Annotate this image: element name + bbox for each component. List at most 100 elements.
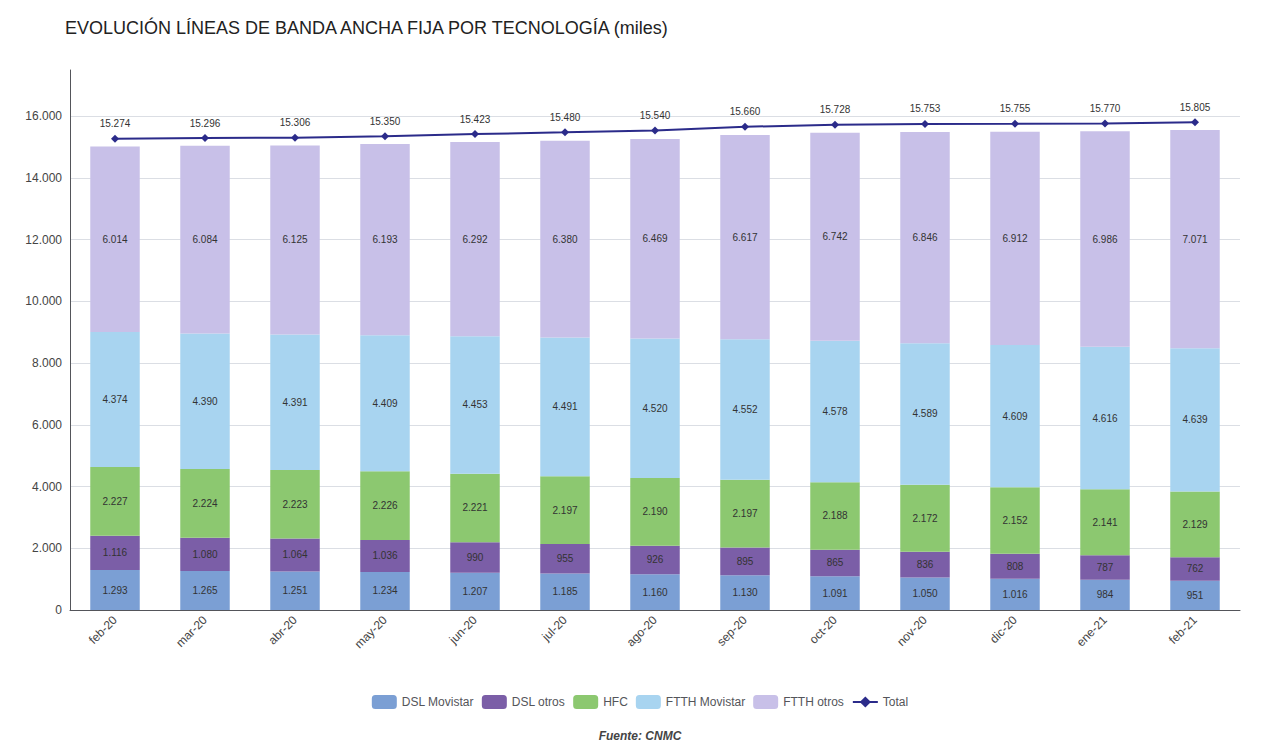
svg-text:6.193: 6.193	[372, 234, 397, 245]
svg-text:2.223: 2.223	[282, 499, 307, 510]
svg-text:15.306: 15.306	[280, 117, 311, 128]
svg-text:2.224: 2.224	[192, 498, 217, 509]
svg-text:sep-20: sep-20	[714, 613, 750, 649]
svg-text:15.350: 15.350	[370, 116, 401, 127]
svg-text:4.552: 4.552	[732, 404, 757, 415]
svg-text:EVOLUCIÓN LÍNEAS DE BANDA ANCH: EVOLUCIÓN LÍNEAS DE BANDA ANCHA FIJA POR…	[65, 17, 668, 38]
svg-text:4.491: 4.491	[552, 401, 577, 412]
svg-text:1.251: 1.251	[282, 585, 307, 596]
svg-text:jun-20: jun-20	[446, 613, 480, 647]
svg-text:8.000: 8.000	[32, 356, 62, 370]
svg-text:1.036: 1.036	[372, 550, 397, 561]
svg-text:2.226: 2.226	[372, 500, 397, 511]
svg-text:4.374: 4.374	[102, 394, 127, 405]
svg-text:mar-20: mar-20	[173, 613, 210, 650]
svg-text:4.453: 4.453	[462, 399, 487, 410]
svg-text:ene-21: ene-21	[1074, 613, 1111, 650]
svg-text:DSL otros: DSL otros	[512, 695, 565, 709]
svg-text:2.141: 2.141	[1092, 517, 1117, 528]
svg-text:1.080: 1.080	[192, 549, 217, 560]
svg-text:feb-20: feb-20	[86, 613, 120, 647]
svg-text:HFC: HFC	[603, 695, 628, 709]
svg-text:6.084: 6.084	[192, 234, 217, 245]
svg-text:15.480: 15.480	[550, 112, 581, 123]
svg-text:836: 836	[917, 559, 934, 570]
svg-text:1.130: 1.130	[732, 587, 757, 598]
svg-text:15.753: 15.753	[910, 103, 941, 114]
svg-text:2.197: 2.197	[732, 508, 757, 519]
svg-text:4.578: 4.578	[822, 406, 847, 417]
svg-text:4.390: 4.390	[192, 396, 217, 407]
svg-text:15.755: 15.755	[1000, 103, 1031, 114]
svg-text:6.380: 6.380	[552, 234, 577, 245]
svg-text:4.520: 4.520	[642, 403, 667, 414]
svg-text:984: 984	[1097, 589, 1114, 600]
svg-text:0: 0	[55, 603, 62, 617]
svg-text:14.000: 14.000	[25, 171, 62, 185]
svg-text:4.639: 4.639	[1182, 414, 1207, 425]
svg-text:1.265: 1.265	[192, 585, 217, 596]
svg-text:10.000: 10.000	[25, 294, 62, 308]
svg-text:951: 951	[1187, 590, 1204, 601]
svg-text:808: 808	[1007, 561, 1024, 572]
svg-text:1.091: 1.091	[822, 588, 847, 599]
svg-text:4.589: 4.589	[912, 408, 937, 419]
svg-text:1.064: 1.064	[282, 549, 307, 560]
svg-text:6.125: 6.125	[282, 234, 307, 245]
svg-text:4.000: 4.000	[32, 480, 62, 494]
svg-text:15.540: 15.540	[640, 110, 671, 121]
svg-text:15.274: 15.274	[100, 118, 131, 129]
svg-text:1.293: 1.293	[102, 585, 127, 596]
svg-text:2.172: 2.172	[912, 513, 937, 524]
svg-text:DSL Movistar: DSL Movistar	[402, 695, 474, 709]
svg-text:865: 865	[827, 557, 844, 568]
svg-text:926: 926	[647, 554, 664, 565]
svg-text:12.000: 12.000	[25, 233, 62, 247]
svg-text:dic-20: dic-20	[987, 613, 1020, 646]
svg-text:4.409: 4.409	[372, 398, 397, 409]
svg-text:6.846: 6.846	[912, 232, 937, 243]
svg-text:7.071: 7.071	[1182, 234, 1207, 245]
svg-text:feb-21: feb-21	[1166, 613, 1200, 647]
svg-text:15.423: 15.423	[460, 114, 491, 125]
svg-text:15.296: 15.296	[190, 118, 221, 129]
svg-text:15.660: 15.660	[730, 106, 761, 117]
svg-text:2.197: 2.197	[552, 505, 577, 516]
svg-text:1.116: 1.116	[103, 547, 128, 558]
svg-text:abr-20: abr-20	[266, 613, 301, 648]
svg-text:2.221: 2.221	[462, 502, 487, 513]
svg-text:1.234: 1.234	[372, 585, 397, 596]
svg-text:jul-20: jul-20	[539, 613, 571, 645]
svg-text:6.617: 6.617	[732, 232, 757, 243]
svg-text:4.391: 4.391	[282, 397, 307, 408]
svg-text:895: 895	[737, 556, 754, 567]
svg-text:may-20: may-20	[352, 613, 390, 651]
svg-text:6.292: 6.292	[462, 234, 487, 245]
svg-text:6.014: 6.014	[102, 234, 127, 245]
svg-text:2.190: 2.190	[642, 506, 667, 517]
svg-text:762: 762	[1187, 563, 1204, 574]
svg-text:15.770: 15.770	[1090, 103, 1121, 114]
svg-text:15.805: 15.805	[1180, 102, 1211, 113]
svg-text:6.912: 6.912	[1002, 233, 1027, 244]
svg-text:Fuente: CNMC: Fuente: CNMC	[599, 729, 682, 743]
svg-text:2.000: 2.000	[32, 541, 62, 555]
svg-text:4.616: 4.616	[1092, 413, 1117, 424]
svg-text:2.129: 2.129	[1182, 519, 1207, 530]
svg-text:2.227: 2.227	[102, 496, 127, 507]
svg-text:1.185: 1.185	[552, 586, 577, 597]
svg-text:6.000: 6.000	[32, 418, 62, 432]
svg-text:1.016: 1.016	[1002, 589, 1027, 600]
svg-text:FTTH otros: FTTH otros	[783, 695, 844, 709]
svg-text:16.000: 16.000	[25, 109, 62, 123]
svg-text:nov-20: nov-20	[894, 613, 930, 649]
svg-text:ago-20: ago-20	[624, 613, 661, 650]
svg-text:990: 990	[467, 552, 484, 563]
svg-text:6.742: 6.742	[822, 231, 847, 242]
svg-text:6.469: 6.469	[642, 233, 667, 244]
svg-text:787: 787	[1097, 562, 1114, 573]
svg-text:955: 955	[557, 553, 574, 564]
svg-text:1.050: 1.050	[912, 588, 937, 599]
svg-text:2.188: 2.188	[822, 510, 847, 521]
svg-text:oct-20: oct-20	[806, 613, 840, 647]
